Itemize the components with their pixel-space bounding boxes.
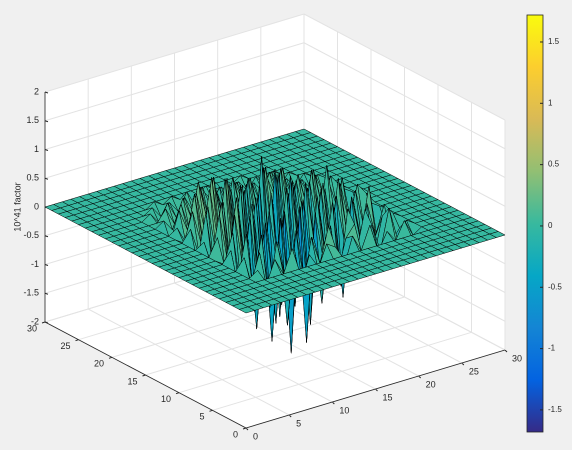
y-tick-label: 25 bbox=[60, 341, 70, 351]
z-tick-label: -1.5 bbox=[23, 288, 39, 298]
z-tick-label: 0.5 bbox=[26, 173, 39, 183]
y-tick-label: 20 bbox=[94, 359, 104, 369]
colorbar-tick-label: 0.5 bbox=[548, 160, 560, 169]
z-tick-label: -1 bbox=[31, 259, 39, 269]
grid-line bbox=[303, 71, 506, 178]
y-tick-label: 0 bbox=[233, 429, 238, 439]
colorbar-tick-label: -1.5 bbox=[548, 405, 562, 414]
z-tick-label: 1 bbox=[34, 144, 39, 154]
z-tick bbox=[44, 177, 49, 180]
z-tick-label: 1.5 bbox=[26, 115, 39, 125]
z-tick-label: -0.5 bbox=[23, 230, 39, 240]
z-tick bbox=[44, 292, 49, 295]
z-axis-label: 10^41 factor bbox=[12, 182, 22, 231]
colorbar-tick-label: -1 bbox=[548, 344, 556, 353]
axis-line bbox=[44, 321, 247, 429]
colorbar-tick-label: 0 bbox=[548, 221, 553, 230]
grid-line bbox=[178, 314, 439, 394]
x-tick bbox=[504, 349, 508, 353]
grid-line bbox=[111, 278, 372, 358]
x-tick-label: 15 bbox=[383, 392, 393, 402]
z-tick bbox=[44, 235, 49, 238]
y-tick bbox=[41, 321, 46, 324]
x-tick-label: 10 bbox=[339, 405, 349, 415]
z-tick bbox=[44, 120, 49, 123]
grid-line bbox=[44, 42, 305, 122]
colorbar-tick-label: -0.5 bbox=[548, 282, 562, 291]
colorbar-tick-label: 1 bbox=[548, 98, 553, 107]
z-tick-label: 0 bbox=[34, 201, 39, 211]
y-tick-label: 15 bbox=[127, 376, 137, 386]
grid-line bbox=[303, 42, 506, 150]
z-tick bbox=[44, 264, 49, 266]
z-tick-label: 2 bbox=[34, 86, 39, 96]
y-tick-label: 5 bbox=[199, 412, 204, 422]
grid-line bbox=[44, 99, 305, 179]
surface-patch bbox=[239, 306, 255, 314]
grid-line bbox=[44, 71, 305, 150]
x-tick-label: 25 bbox=[469, 366, 479, 376]
colorbar bbox=[526, 14, 544, 433]
z-tick bbox=[44, 149, 49, 151]
x-tick-label: 0 bbox=[253, 431, 258, 441]
grid-line bbox=[212, 331, 472, 411]
grid-line bbox=[44, 13, 305, 93]
axis-line bbox=[245, 349, 506, 429]
grid-line bbox=[303, 99, 506, 207]
y-tick-label: 10 bbox=[161, 394, 171, 404]
z-tick-label: -2 bbox=[31, 316, 39, 326]
x-tick-label: 20 bbox=[426, 379, 436, 389]
z-tick bbox=[44, 91, 49, 94]
grid-line bbox=[303, 13, 506, 121]
x-tick-label: 30 bbox=[512, 353, 522, 363]
y-tick-label: 30 bbox=[27, 323, 37, 333]
grid-line bbox=[145, 296, 405, 376]
colorbar-tick-label: 1.5 bbox=[548, 37, 560, 46]
x-tick-label: 5 bbox=[296, 418, 301, 428]
